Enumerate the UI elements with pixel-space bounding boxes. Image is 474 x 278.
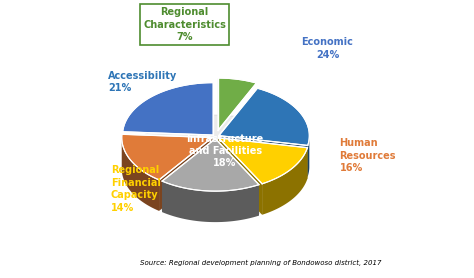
Text: Economic
24%: Economic 24% [301,37,354,60]
Text: Regional
Characteristics
7%: Regional Characteristics 7% [143,7,226,42]
Polygon shape [219,136,308,177]
Polygon shape [219,138,262,215]
Polygon shape [215,139,259,216]
Polygon shape [125,115,306,220]
Polygon shape [162,139,259,191]
Polygon shape [219,88,310,145]
Polygon shape [262,148,308,215]
Polygon shape [122,134,212,180]
Polygon shape [123,83,213,135]
Text: Regional
Financial
Capacity
14%: Regional Financial Capacity 14% [111,165,161,213]
Text: Infrastructure
and Facilities
18%: Infrastructure and Facilities 18% [186,133,264,168]
Polygon shape [218,78,256,130]
Polygon shape [159,138,212,211]
Text: Accessibility
21%: Accessibility 21% [109,71,178,93]
Polygon shape [308,136,310,177]
Polygon shape [162,181,259,222]
Text: Source: Regional development planning of Bondowoso district, 2017: Source: Regional development planning of… [140,260,382,266]
Polygon shape [219,138,308,184]
Polygon shape [162,139,215,212]
Polygon shape [122,138,159,211]
Text: Human
Resources
16%: Human Resources 16% [339,138,396,173]
Polygon shape [219,138,308,179]
